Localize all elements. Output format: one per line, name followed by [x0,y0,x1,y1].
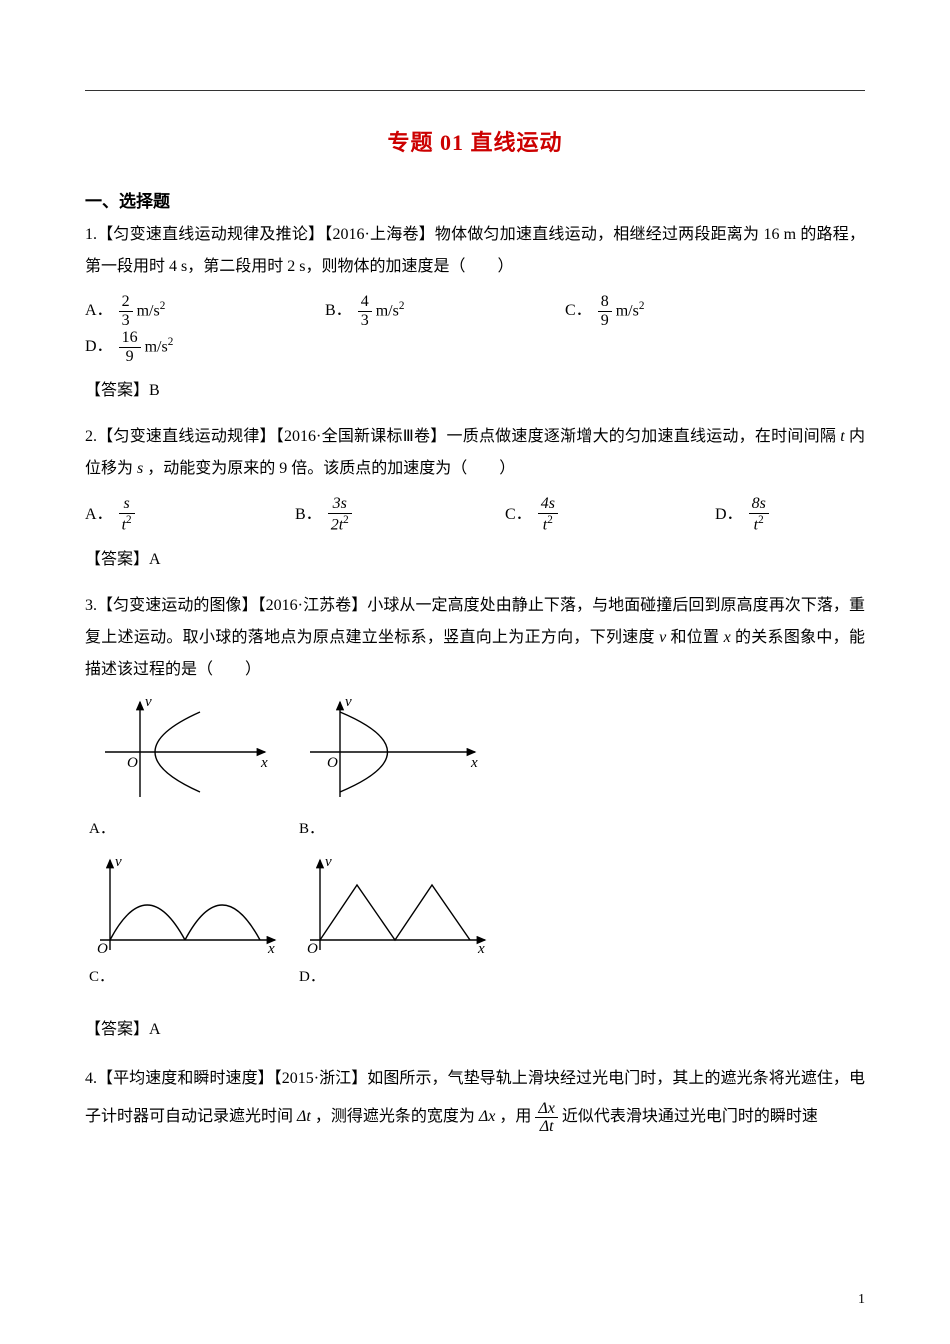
q3-graph-c: v x O C． [85,850,285,992]
section-heading: 一、选择题 [85,185,865,219]
page-title: 专题 01 直线运动 [85,121,865,165]
q3-label-a: A． [89,814,115,844]
page: 专题 01 直线运动 一、选择题 1.【匀变速直线运动规律及推论】【2016·上… [0,0,950,1344]
q1-text: 1.【匀变速直线运动规律及推论】【2016·上海卷】物体做匀加速直线运动，相继经… [85,219,865,283]
fraction: s t2 [119,495,135,534]
q3-label-d: D． [299,962,325,992]
svg-text:x: x [267,941,275,957]
q2-option-b: B． 3s 2t2 [295,495,485,534]
q3-graph-a: v x O A． [85,692,275,844]
q4-text: 4.【平均速度和瞬时速度】【2015·浙江】如图所示，气垫导轨上滑块经过光电门时… [85,1060,865,1137]
q1-answer: 【答案】B [85,375,865,407]
graph-a-svg: v x O [85,692,275,812]
q3-text: 3.【匀变速运动的图像】【2016·江苏卷】小球从一定高度处由静止下落，与地面碰… [85,590,865,686]
svg-text:v: v [345,694,352,710]
fraction: 4 3 [358,293,372,329]
q2-option-d: D． 8s t2 [715,495,769,534]
q2-option-a: A． s t2 [85,495,275,534]
q3-row-ab: v x O A． v x O B． [85,692,865,844]
svg-text:O: O [327,755,338,771]
q3-graph-d: v x O D． [295,850,495,992]
q3-answer: 【答案】A [85,1014,865,1046]
fraction: 2 3 [119,293,133,329]
q2-options: A． s t2 B． 3s 2t2 C． 4s t2 [85,495,865,534]
graph-d-svg: v x O [295,850,495,960]
q2-text: 2.【匀变速直线运动规律】【2016·全国新课标Ⅲ卷】一质点做速度逐渐增大的匀加… [85,421,865,485]
question-1: 1.【匀变速直线运动规律及推论】【2016·上海卷】物体做匀加速直线运动，相继经… [85,219,865,407]
q1-option-d: D． 16 9 m/s2 [85,329,173,365]
fraction: Δx Δt [535,1100,558,1136]
q2-option-c: C． 4s t2 [505,495,695,534]
svg-text:v: v [145,694,152,710]
fraction: 8s t2 [749,495,769,534]
top-rule [85,90,865,91]
page-number: 1 [858,1286,865,1314]
svg-text:O: O [307,941,318,957]
q3-label-c: C． [89,962,114,992]
fraction: 3s 2t2 [328,495,352,534]
q2-answer: 【答案】A [85,544,865,576]
svg-text:x: x [470,755,478,771]
q1-option-c: C． 8 9 m/s2 [565,293,785,329]
graph-c-svg: v x O [85,850,285,960]
svg-text:O: O [127,755,138,771]
fraction: 8 9 [598,293,612,329]
question-2: 2.【匀变速直线运动规律】【2016·全国新课标Ⅲ卷】一质点做速度逐渐增大的匀加… [85,421,865,576]
svg-text:v: v [115,854,122,870]
q1-option-b: B． 4 3 m/s2 [325,293,545,329]
q3-row-cd: v x O C． v x O D． [85,850,865,992]
graph-b-svg: v x O [295,692,485,812]
svg-text:x: x [477,941,485,957]
svg-text:v: v [325,854,332,870]
q1-option-a: A． 2 3 m/s2 [85,293,305,329]
svg-text:O: O [97,941,108,957]
svg-text:x: x [260,755,268,771]
fraction: 16 9 [119,329,141,365]
q3-graph-b: v x O B． [295,692,485,844]
fraction: 4s t2 [538,495,558,534]
question-3: 3.【匀变速运动的图像】【2016·江苏卷】小球从一定高度处由静止下落，与地面碰… [85,590,865,1046]
question-4: 4.【平均速度和瞬时速度】【2015·浙江】如图所示，气垫导轨上滑块经过光电门时… [85,1060,865,1137]
q1-options: A． 2 3 m/s2 B． 4 3 m/s2 C． 8 9 [85,293,865,365]
q3-label-b: B． [299,814,324,844]
